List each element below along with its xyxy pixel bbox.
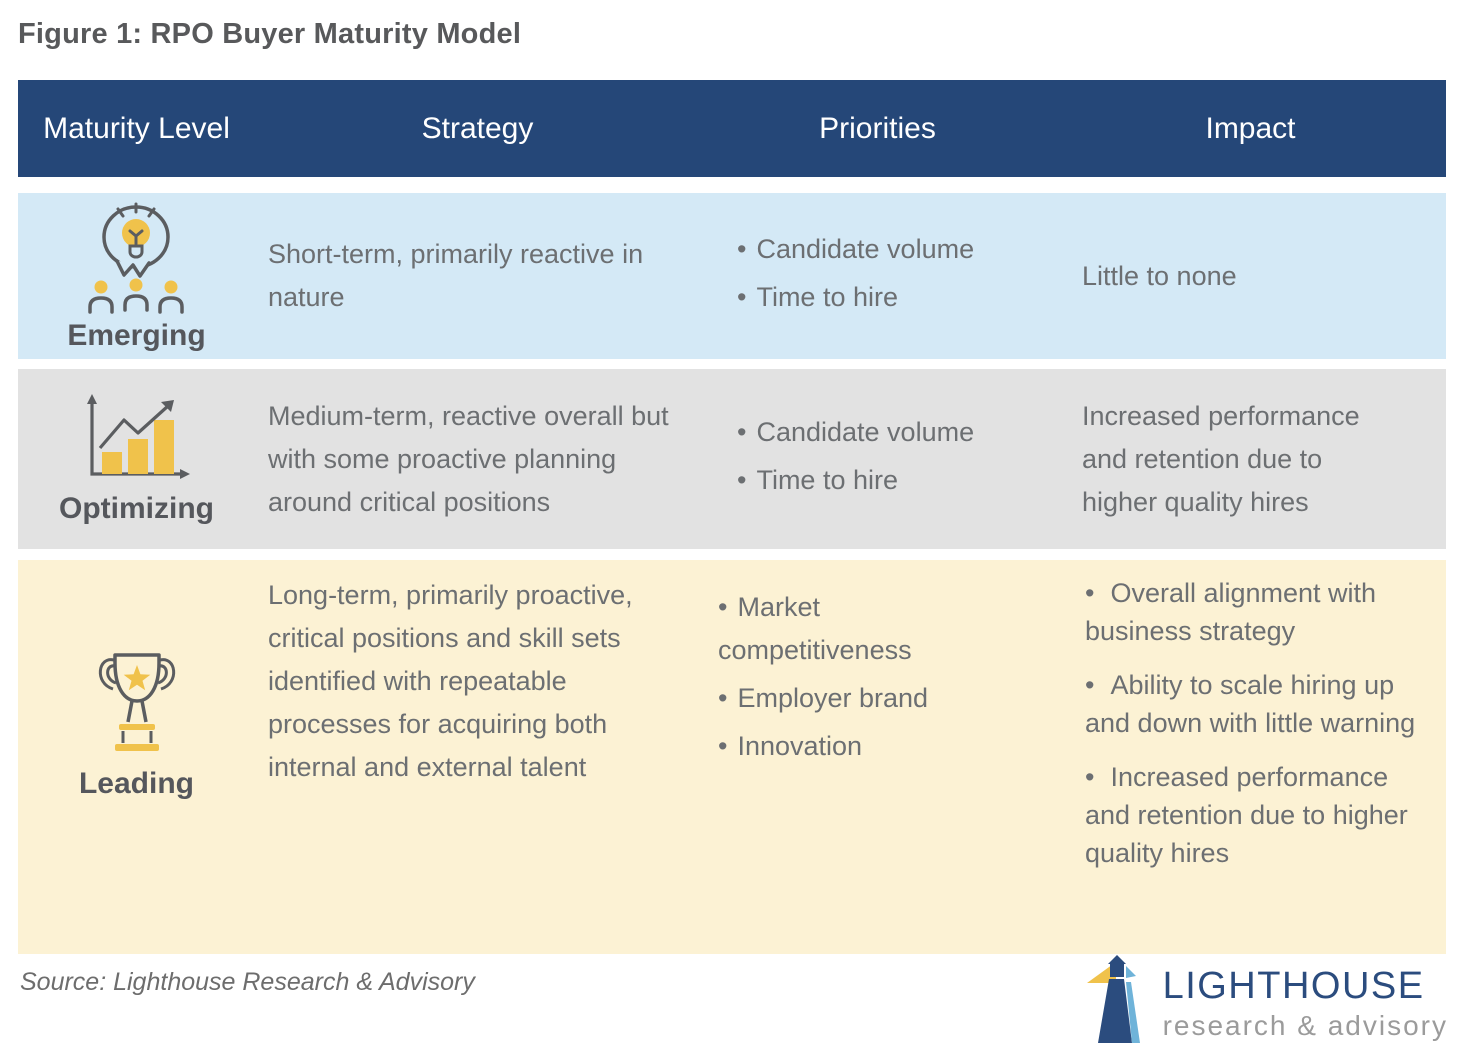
- maturity-model-table: Maturity Level Strategy Priorities Impac…: [18, 80, 1446, 954]
- strategy-cell: Medium-term, reactive overall but with s…: [255, 395, 700, 524]
- impact-cell: Overall alignment with business strategy…: [1055, 560, 1446, 888]
- maturity-cell-emerging: Emerging: [18, 199, 255, 353]
- table-row-leading: Leading Long-term, primarily proactive, …: [18, 560, 1446, 954]
- table-header-row: Maturity Level Strategy Priorities Impac…: [18, 80, 1446, 177]
- maturity-cell-leading: Leading: [18, 645, 255, 801]
- priority-item: Candidate volume: [737, 411, 1055, 454]
- maturity-level-label: Optimizing: [59, 492, 214, 525]
- header-maturity-level: Maturity Level: [43, 112, 230, 145]
- impact-item: Overall alignment with business strategy: [1085, 574, 1421, 650]
- strategy-text: Long-term, primarily proactive, critical…: [268, 580, 633, 782]
- priority-item: Employer brand: [718, 677, 980, 720]
- strategy-cell: Long-term, primarily proactive, critical…: [255, 560, 700, 789]
- source-note: Source: Lighthouse Research & Advisory: [20, 968, 475, 996]
- impact-item: Ability to scale hiring up and down with…: [1085, 666, 1421, 742]
- maturity-level-label: Leading: [78, 767, 194, 800]
- impact-text: Increased performance and retention due …: [1082, 400, 1360, 517]
- logo-tagline: research & advisory: [1162, 1009, 1448, 1041]
- header-priorities: Priorities: [819, 112, 936, 145]
- priority-item: Candidate volume: [737, 228, 1055, 271]
- lightbulb-team-icon: [88, 202, 184, 314]
- priorities-cell: Candidate volume Time to hire: [700, 228, 1055, 324]
- priority-item: Time to hire: [737, 276, 1055, 319]
- impact-cell: Little to none: [1055, 255, 1446, 298]
- table-row-optimizing: Optimizing Medium-term, reactive overall…: [18, 369, 1446, 549]
- priorities-cell: Candidate volume Time to hire: [700, 411, 1055, 507]
- header-strategy: Strategy: [421, 112, 534, 145]
- table-row-emerging: Emerging Short-term, primarily reactive …: [18, 193, 1446, 359]
- priority-item: Time to hire: [737, 459, 1055, 502]
- lighthouse-icon: [1086, 955, 1140, 1043]
- figure-title: Figure 1: RPO Buyer Maturity Model: [18, 18, 522, 50]
- strategy-text: Medium-term, reactive overall but with s…: [268, 400, 669, 517]
- priority-item: Innovation: [718, 725, 980, 768]
- priorities-cell: Market competitiveness Employer brand In…: [700, 560, 1055, 773]
- impact-cell: Increased performance and retention due …: [1055, 395, 1446, 524]
- impact-text: Little to none: [1082, 260, 1237, 291]
- logo-text: LIGHTHOUSE research & advisory: [1163, 965, 1448, 1042]
- logo-name: LIGHTHOUSE: [1162, 964, 1425, 1007]
- strategy-cell: Short-term, primarily reactive in nature: [255, 233, 700, 319]
- lighthouse-logo: LIGHTHOUSE research & advisory: [1085, 955, 1448, 1051]
- priority-item: Market competitiveness: [718, 586, 980, 672]
- maturity-level-label: Emerging: [67, 319, 206, 352]
- impact-item: Increased performance and retention due …: [1085, 758, 1421, 872]
- header-impact: Impact: [1205, 112, 1296, 145]
- maturity-cell-optimizing: Optimizing: [18, 392, 255, 526]
- strategy-text: Short-term, primarily reactive in nature: [268, 239, 644, 312]
- growth-chart-icon: [86, 394, 190, 479]
- trophy-icon: [98, 653, 175, 751]
